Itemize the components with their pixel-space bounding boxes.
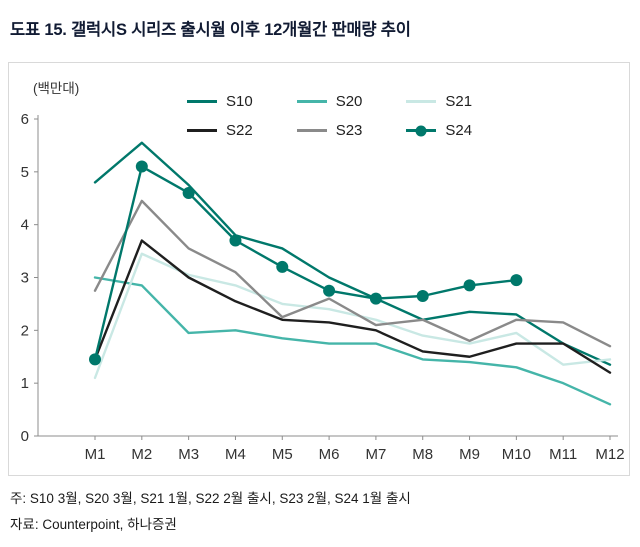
y-axis-unit-label: (백만대) <box>33 81 80 96</box>
legend-label: S10 <box>226 93 253 110</box>
svg-text:M12: M12 <box>595 446 624 463</box>
legend-item-s10: S10 <box>187 93 253 110</box>
svg-text:M10: M10 <box>502 446 531 463</box>
chart-title: 도표 15. 갤럭시S 시리즈 출시월 이후 12개월간 판매량 추이 <box>10 21 411 39</box>
legend-line-swatch <box>406 125 437 136</box>
legend-line-swatch <box>187 129 217 132</box>
svg-text:5: 5 <box>21 164 29 181</box>
svg-text:1: 1 <box>21 375 29 392</box>
svg-text:M5: M5 <box>272 446 293 463</box>
footnotes: 주: S10 3월, S20 3월, S21 1월, S22 2월 출시, S2… <box>10 486 411 538</box>
legend-item-s21: S21 <box>406 93 472 110</box>
legend-item-s22: S22 <box>187 122 253 139</box>
legend-item-s24: S24 <box>406 122 472 139</box>
legend-label: S22 <box>226 122 253 139</box>
legend-marker-dot <box>415 125 427 136</box>
svg-text:3: 3 <box>21 270 29 287</box>
svg-text:4: 4 <box>21 217 29 234</box>
legend-line-swatch <box>187 100 217 103</box>
chart-legend: S10 S20 S21 S22 S23 S24 <box>187 93 472 139</box>
legend-line-swatch <box>296 100 327 103</box>
svg-text:M11: M11 <box>549 446 577 463</box>
legend-item-s23: S23 <box>296 122 363 139</box>
chart-svg: 0 1 2 3 4 5 6 M1 M2 M3 M4 M5 M6 M7 M8 M9 M10 M11 M12 <box>21 111 625 463</box>
legend-label: S24 <box>445 122 473 139</box>
svg-text:M2: M2 <box>131 446 152 463</box>
svg-text:M3: M3 <box>178 446 199 463</box>
footnote-launch-months: 주: S10 3월, S20 3월, S21 1월, S22 2월 출시, S2… <box>10 491 411 506</box>
svg-text:0: 0 <box>21 428 29 445</box>
svg-text:M4: M4 <box>225 446 246 463</box>
svg-text:M9: M9 <box>459 446 480 463</box>
footnote-source: 자료: Counterpoint, 하나증권 <box>10 517 177 532</box>
svg-text:M6: M6 <box>319 446 340 463</box>
legend-item-s20: S20 <box>296 93 363 110</box>
svg-text:M8: M8 <box>412 446 433 463</box>
legend-label: S21 <box>445 93 473 110</box>
svg-text:2: 2 <box>21 322 29 339</box>
svg-text:6: 6 <box>21 111 29 128</box>
svg-text:M1: M1 <box>85 446 106 463</box>
legend-label: S20 <box>335 93 363 110</box>
legend-line-swatch <box>296 129 327 132</box>
legend-label: S23 <box>335 122 363 139</box>
chart-panel: (백만대) S10 S20 S21 S22 S23 S24 0 1 2 3 4 5 6 M1 M2 M3 M4… <box>8 62 630 476</box>
legend-line-swatch <box>406 100 437 103</box>
svg-text:M7: M7 <box>365 446 386 463</box>
chart-area: 0 1 2 3 4 5 6 M1 M2 M3 M4 M5 M6 M7 M8 M9 M10 M11 M12 <box>9 111 629 467</box>
